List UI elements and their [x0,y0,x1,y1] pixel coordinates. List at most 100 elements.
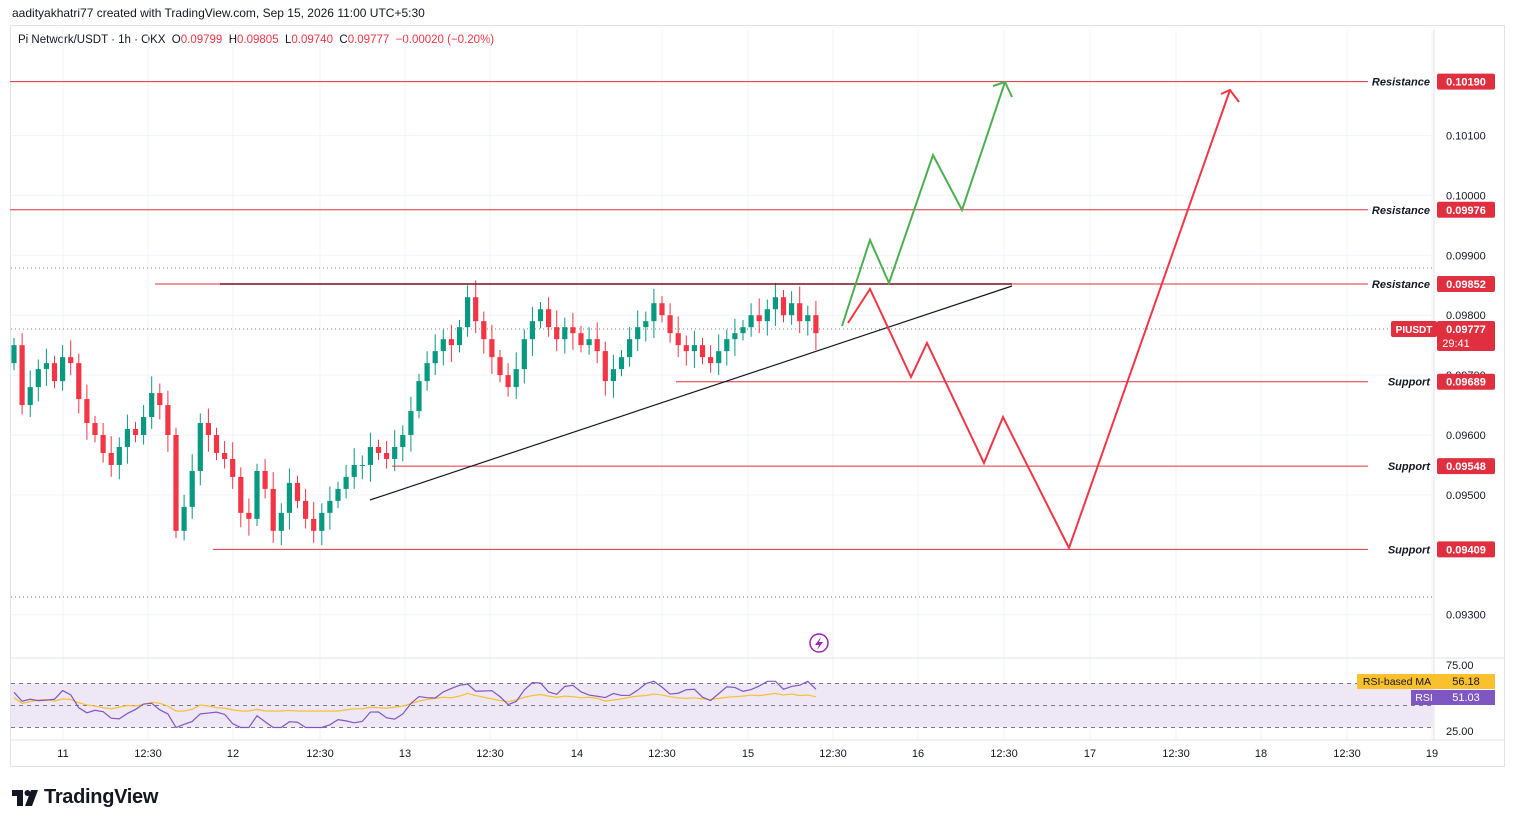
y-tick-label: 0.09800 [1446,310,1486,322]
candle-body [100,435,106,453]
open-value: 0.09799 [180,34,223,46]
candle-body [667,315,673,334]
rsi-tick-label: 75.00 [1446,660,1474,672]
candle-body [222,452,228,459]
tradingview-logo-text: TradingView [44,786,159,808]
candle-body [473,297,479,322]
chart-frame [10,25,1505,767]
candle-body [651,303,657,322]
candle-body [780,297,787,316]
x-tick-label: 12:30 [1333,748,1361,760]
candle-body [165,405,171,435]
rsi-tag-label: RSI [1415,692,1433,704]
candle-body [529,321,535,340]
rsi-value: 51.03 [1452,692,1480,704]
x-tick-label: 11 [57,748,68,760]
y-tick-label: 0.09600 [1446,430,1486,442]
candle-body [254,470,260,519]
candle-body [384,452,390,459]
rsi-ma-tag-label: RSI-based MA [1363,676,1431,688]
x-tick-label: 18 [1255,748,1267,760]
candle-body [319,512,325,531]
candle-body [675,333,681,346]
candle-body [189,470,195,507]
candle-body [481,321,487,340]
candle-body [546,309,552,328]
candle-body [732,333,738,340]
rsi-ma-value-tag [1437,674,1495,689]
y-tick-label: 0.09900 [1446,250,1486,262]
candle-body [116,446,122,465]
resistance-level-label: Resistance [1372,205,1430,217]
candle-body [124,429,130,447]
candle-body [286,482,292,513]
x-tick-label: 16 [912,748,924,760]
candle-body [213,435,220,453]
candle-body [513,369,519,388]
candle-body [618,357,625,370]
candle-body [92,423,98,435]
candle-body [27,387,33,406]
candle-body [456,327,463,346]
ascending-trendline [369,285,1013,501]
x-tick-label: 17 [1084,748,1096,760]
candle-body [141,417,147,435]
change-value: −0.00020 (−0.20%) [395,34,495,46]
candle-body [602,351,608,382]
candle-body [246,512,252,519]
candle-body [351,464,357,477]
current-price-tag [1437,320,1495,351]
candle-body [68,357,74,364]
rsi-tag [1411,690,1437,705]
candle-body [311,518,317,531]
candle-body [35,369,41,388]
candle-body [359,464,365,466]
candle-body [627,339,633,358]
candle-body [408,411,414,435]
candle-body [505,375,511,388]
candle-body [497,357,503,376]
candle-body [586,339,592,346]
x-tick-label: 15 [742,748,754,760]
chart-credit: aadityakhatri77 created with TradingView… [12,6,425,20]
candle-body [173,435,179,531]
candle-body [84,399,90,424]
candle-body [813,315,819,334]
tradingview-logo[interactable]: TradingView [12,786,158,809]
open-label: O [171,34,181,46]
candle-body [230,458,236,477]
level-price-value: 0.09409 [1446,544,1486,556]
level-price-tag [1437,373,1495,390]
close-value: 0.09777 [347,34,390,46]
y-tick-label: 0.10100 [1446,131,1486,143]
rsi-value-tag [1437,690,1495,705]
level-price-tag [1437,201,1495,218]
level-price-tag [1437,541,1495,558]
tradingview-logo-icon [12,789,38,806]
candle-body [610,369,616,382]
candle-body [635,327,641,340]
candle-body [392,446,398,459]
candle-body [708,357,714,364]
candle-body [659,303,665,316]
lightning-bolt-icon [815,637,823,650]
candle-body [440,339,446,352]
candle-body [262,470,268,489]
candle-body [132,429,139,435]
resistance-level-label: Resistance [1372,279,1430,291]
candle-body [748,315,754,328]
candle-body [335,488,341,501]
candle-body [432,351,438,364]
y-tick-label: 0.10000 [1446,190,1486,202]
y-tick-label: 0.09300 [1446,610,1486,622]
level-price-tag [1437,458,1495,475]
candle-body [205,423,211,435]
rsi-ma-value: 56.18 [1452,676,1480,688]
level-price-tag [1437,73,1495,90]
candle-body [537,309,544,322]
candle-body [805,315,811,322]
candle-body [594,339,600,352]
candle-body [294,482,301,501]
candle-body [554,327,560,340]
